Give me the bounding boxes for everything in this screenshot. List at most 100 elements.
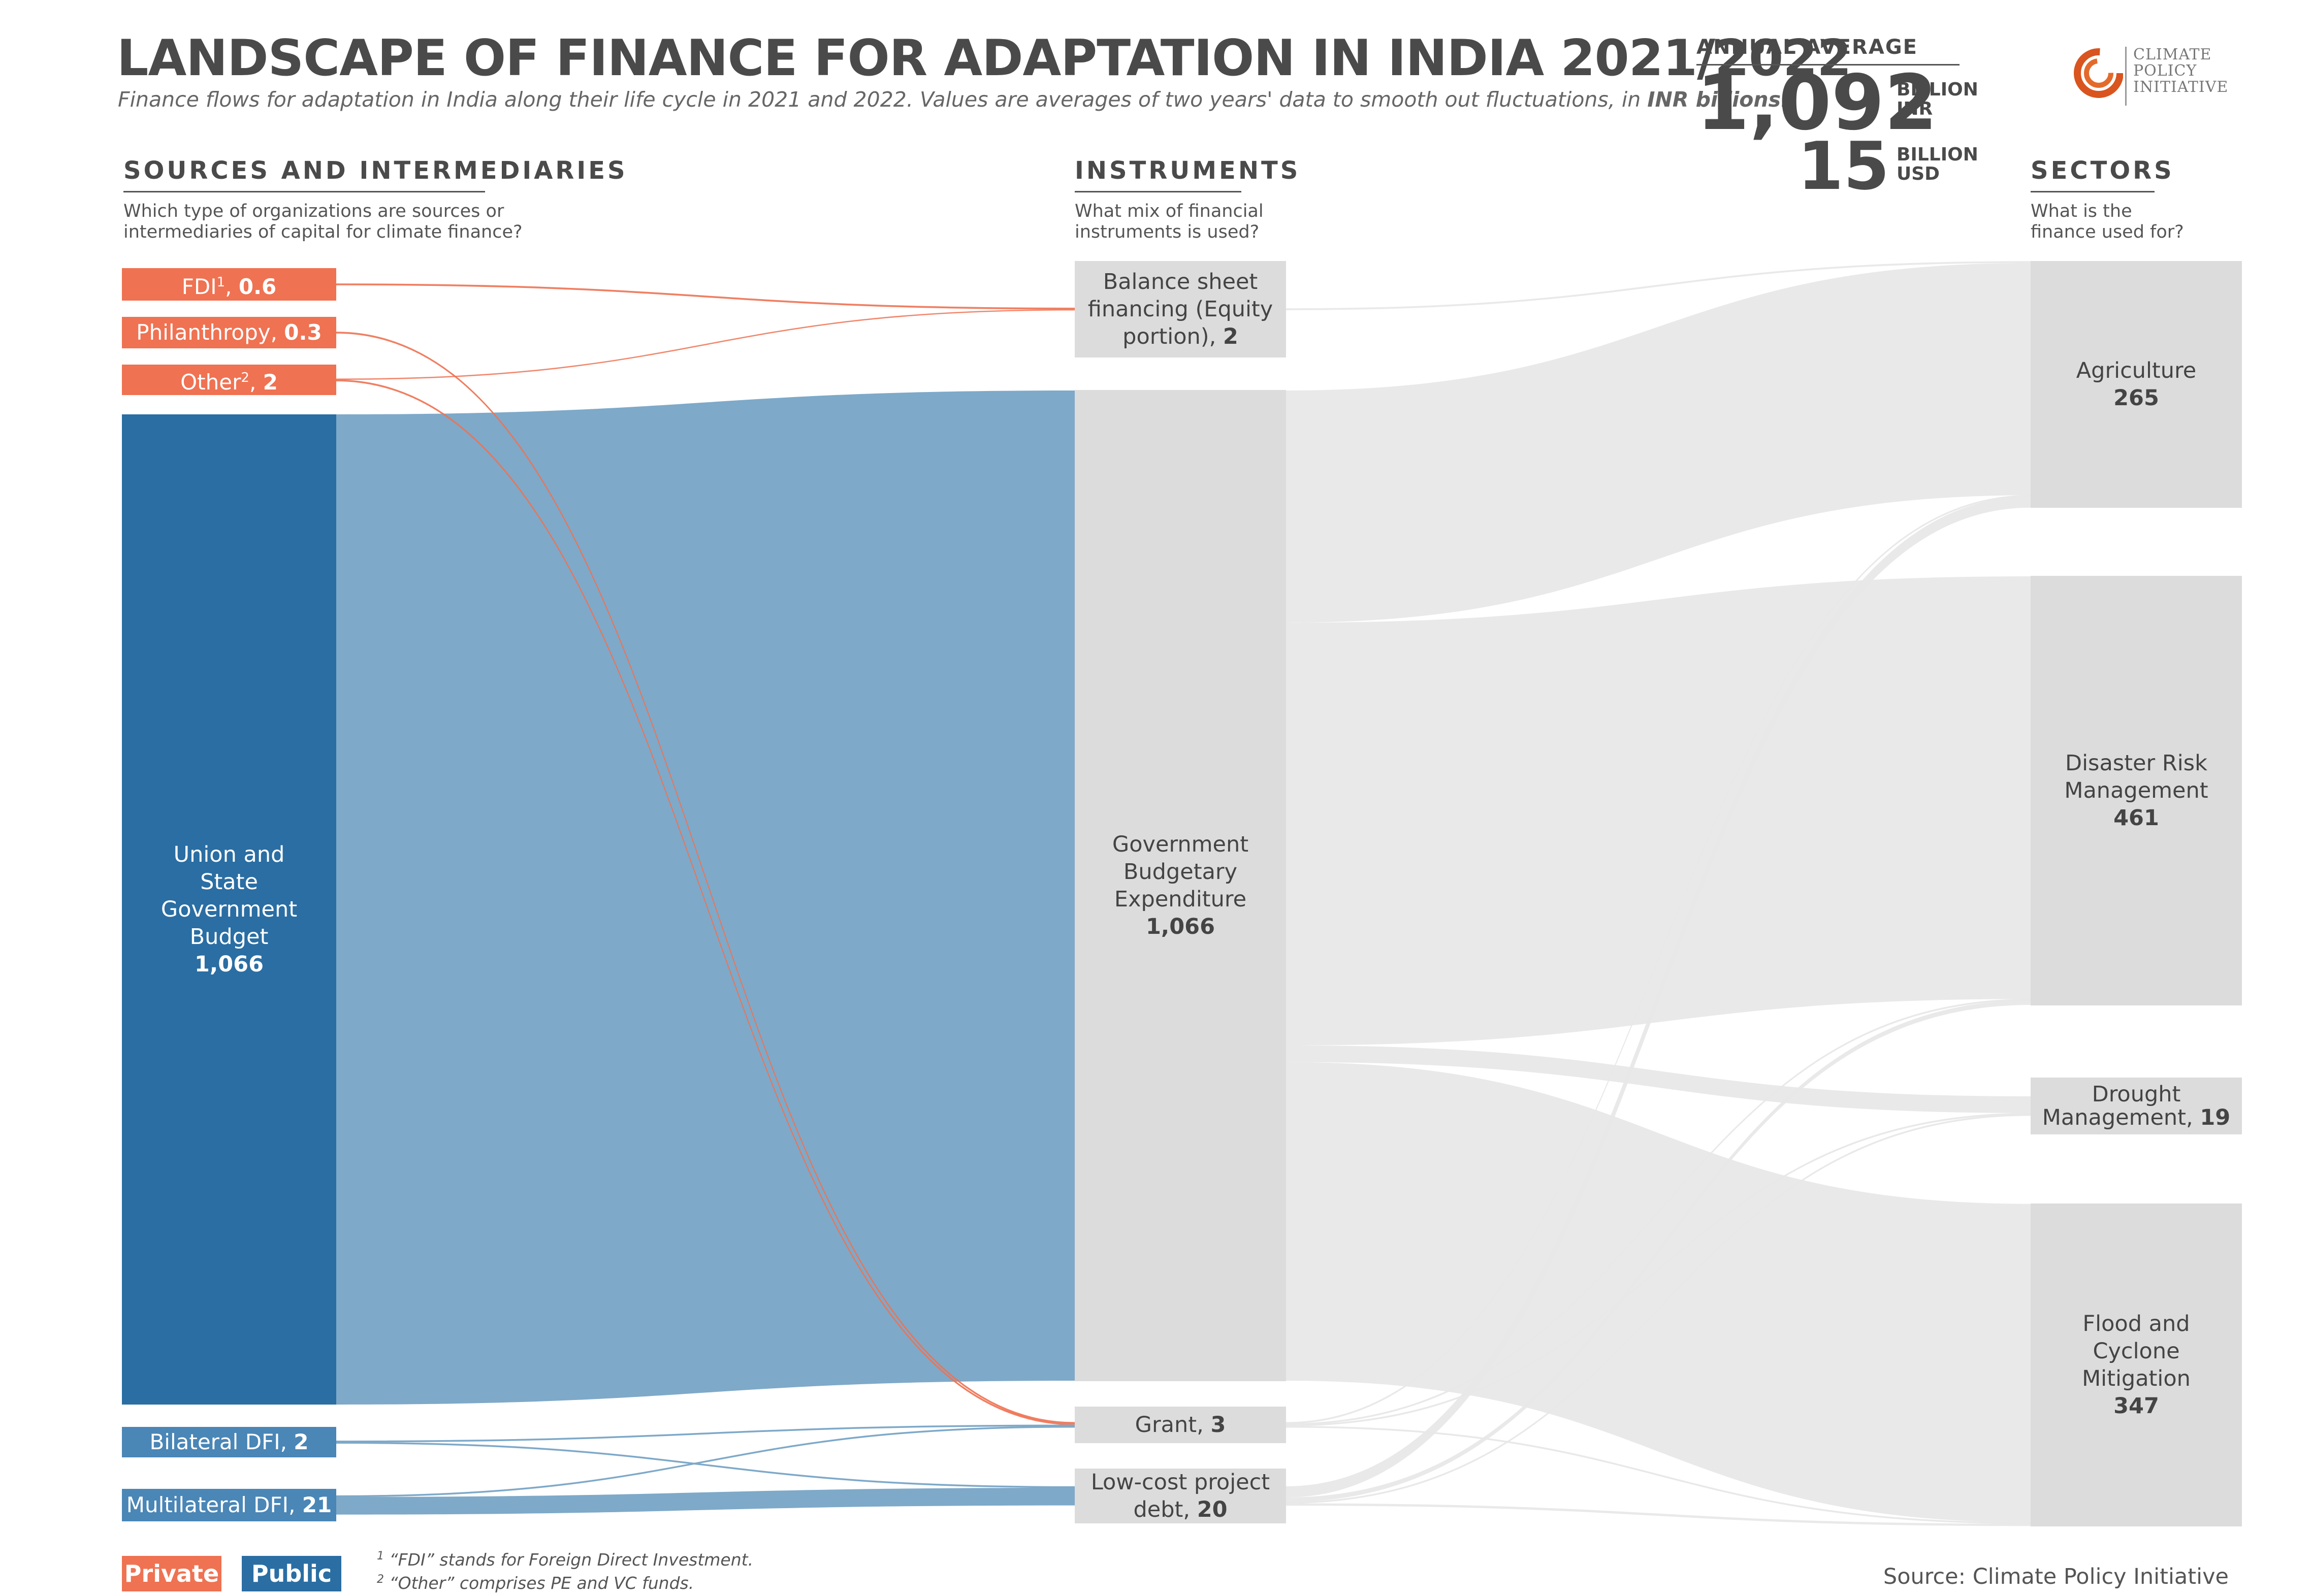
node-gbe [1075,390,1286,1381]
node-separator: , [280,1429,294,1454]
sankey-nodes [122,261,2242,1526]
node-bsf [1075,261,1286,357]
node-name: Multilateral DFI [126,1492,289,1517]
node-label-mdfi: Multilateral DFI, 21 [122,1489,336,1521]
annual-usd-unit-1: BILLION [1897,144,1978,165]
node-label-line: Philanthropy, 0.3 [136,319,322,346]
sources-question-line-1: Which type of organizations are sources … [123,201,504,221]
sources-question: Which type of organizations are sources … [123,201,523,243]
footnote-2-mark: 2 [377,1573,384,1586]
sources-heading-rule [123,191,485,192]
node-label-agri: Agriculture 265 [2031,261,2242,508]
node-label-line: Multilateral DFI, 21 [126,1491,332,1519]
subtitle-units: INR billions. [1647,87,1789,112]
node-label-line: portion), 2 [1122,323,1238,350]
node-value: 2 [263,369,278,395]
node-label-flood: Flood and Cyclone Mitigation 347 [2031,1203,2242,1526]
node-name-line: Agriculture [2076,358,2197,383]
node-agri [2031,261,2242,508]
node-name-line: Drought [2092,1082,2181,1107]
link-gbe-to-agri [1286,263,2031,623]
node-value: 0.6 [238,274,277,299]
node-gov [122,414,336,1405]
logo-divider [2125,47,2127,106]
node-label-line: Other2, 2 [180,364,278,396]
page-title: LANDSCAPE OF FINANCE FOR ADAPTATION IN I… [117,29,1852,87]
node-fdi [122,268,336,301]
node-name-line: Budget [189,924,269,950]
node-name-line: Low-cost project [1090,1470,1270,1495]
link-lcd-to-flood [1286,1503,2031,1526]
annual-inr-unit-2: INR [1897,99,1933,119]
annual-inr-unit: BILLION INR [1897,80,1978,119]
sankey-links [336,261,2031,1526]
instruments-question-line-1: What mix of financial [1075,201,1264,221]
node-separator: , [225,274,239,299]
node-label-grant: Grant, 3 [1075,1407,1286,1443]
instruments-heading: INSTRUMENTS [1075,156,1301,185]
node-lcd [1075,1469,1286,1523]
link-bdfi-to-lcd [336,1442,1075,1488]
node-bdfi [122,1427,336,1457]
node-separator: , [1197,1412,1211,1438]
node-value: 461 [2113,805,2159,831]
instruments-question: What mix of financial instruments is used… [1075,201,1264,243]
node-value: 0.3 [284,320,322,345]
node-grant [1075,1407,1286,1443]
sectors-heading: SECTORS [2031,156,2174,185]
node-name: debt, [1133,1497,1197,1522]
footnote-1-mark: 1 [377,1550,384,1562]
node-label-drm: Disaster Risk Management 461 [2031,576,2242,1005]
link-gov-to-gbe [336,390,1075,1405]
node-name-line: Cyclone [2093,1339,2180,1364]
node-drought [2031,1078,2242,1134]
link-lcd-to-drm [1286,1000,2031,1503]
node-name-line: Balance sheet [1103,269,1258,295]
node-name-line: Mitigation [2082,1366,2191,1391]
node-label-line: debt, 20 [1133,1496,1227,1523]
node-separator: , [288,1492,302,1517]
sources-heading: SOURCES AND INTERMEDIARIES [123,156,628,185]
node-name-line: Budgetary [1123,859,1238,885]
node-label-drought: Drought Management, 19 [2031,1078,2242,1134]
node-name: Other [180,369,241,395]
node-name-line: State [200,869,258,895]
node-name-line: Expenditure [1114,887,1247,912]
node-name-line: financing (Equity [1087,297,1273,322]
annual-usd-unit-2: USD [1897,164,1940,184]
node-label-phil: Philanthropy, 0.3 [122,317,336,348]
link-mdfi-to-lcd [336,1487,1075,1515]
sectors-question-line-1: What is the [2031,201,2132,221]
instruments-question-line-2: instruments is used? [1075,222,1260,242]
link-fdi-to-bsf [336,283,1075,310]
node-drm [2031,576,2242,1005]
link-gbe-to-flood [1286,1062,2031,1523]
annual-average-rule [1696,64,1960,66]
node-label-other: Other2, 2 [122,365,336,395]
node-footnote-mark: 2 [241,370,249,385]
logo-line-2: POLICY [2133,62,2197,80]
node-label-line: Bilateral DFI, 2 [149,1428,308,1456]
link-gbe-to-drm [1286,576,2031,1046]
node-name: FDI [181,274,217,299]
subtitle-text: Finance flows for adaptation in India al… [118,87,1648,112]
footnote-1: 1 “FDI” stands for Foreign Direct Invest… [377,1550,753,1570]
node-value: 347 [2113,1393,2159,1419]
node-phil [122,317,336,348]
footnote-1-text: “FDI” stands for Foreign Direct Investme… [389,1550,754,1570]
annual-usd-value: 15 [1797,127,1889,205]
annual-inr-unit-1: BILLION [1897,79,1978,100]
node-value: 2 [294,1429,309,1454]
node-value: 3 [1210,1412,1226,1438]
node-label-lcd: Low-cost project debt, 20 [1075,1469,1286,1523]
node-label-fdi: FDI1, 0.6 [122,268,336,301]
node-name: Philanthropy [136,320,271,345]
node-name: portion), [1122,324,1223,349]
node-name: Bilateral DFI [149,1429,280,1454]
node-label-bsf: Balance sheet financing (Equity portion), … [1075,261,1286,357]
node-name-line: Management [2064,778,2208,803]
node-name: Grant [1135,1412,1197,1438]
sectors-question: What is the finance used for? [2031,201,2184,243]
link-other-to-bsf [336,309,1075,380]
